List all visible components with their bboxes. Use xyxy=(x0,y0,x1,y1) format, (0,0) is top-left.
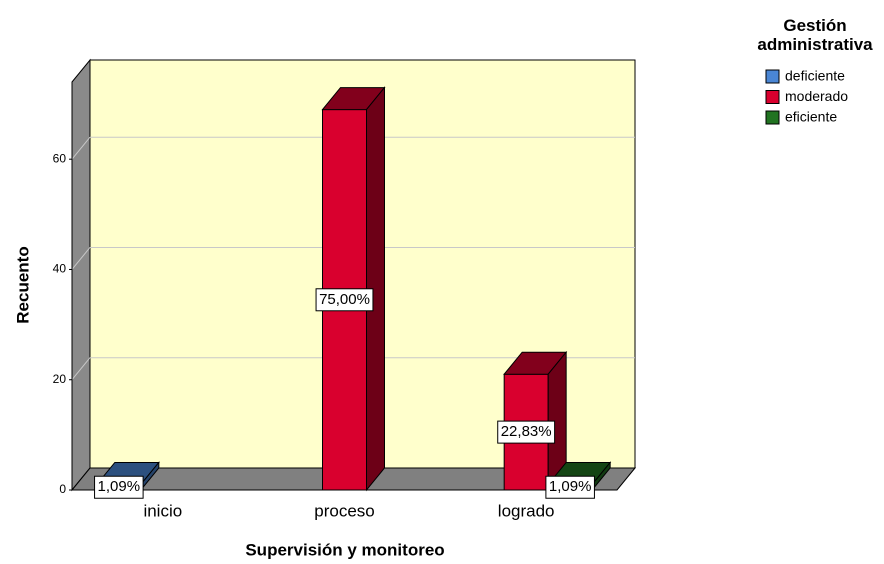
value-label: 22,83% xyxy=(501,423,552,440)
left-wall xyxy=(71,58,91,492)
y-tick-label: 20 xyxy=(53,372,67,386)
value-label: 1,09% xyxy=(549,478,592,495)
legend-label: moderado xyxy=(785,88,848,104)
grid-line xyxy=(71,136,91,160)
x-axis-title: Supervisión y monitoreo xyxy=(245,540,444,559)
y-tick-label: 0 xyxy=(59,482,66,496)
value-label-box xyxy=(545,475,595,499)
x-tick-label: logrado xyxy=(498,501,555,520)
value-label-box xyxy=(497,420,556,444)
x-tick-label: inicio xyxy=(143,501,182,520)
legend-swatch xyxy=(765,69,780,84)
legend-title: Gestión administrativa xyxy=(757,16,873,54)
y-axis-title: Recuento xyxy=(13,246,32,323)
value-label-box xyxy=(315,288,374,312)
legend-label: eficiente xyxy=(785,109,837,125)
value-label: 1,09% xyxy=(98,478,141,495)
legend-swatch xyxy=(765,90,780,104)
y-tick-label: 60 xyxy=(53,151,67,165)
grid-line xyxy=(71,357,91,381)
value-label: 75,00% xyxy=(319,291,370,308)
legend-label: deficiente xyxy=(785,68,845,84)
x-tick-label: proceso xyxy=(314,501,374,520)
grid-line xyxy=(71,247,91,270)
bar-side xyxy=(366,86,385,492)
y-tick-label: 40 xyxy=(53,262,67,276)
legend-swatch xyxy=(765,110,780,125)
value-label-box xyxy=(94,475,144,499)
